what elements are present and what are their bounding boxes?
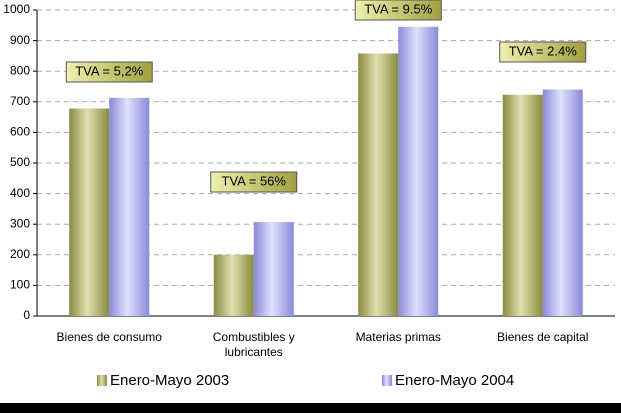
- bar: [69, 108, 110, 316]
- y-tick-label: 200: [10, 247, 30, 261]
- legend-label: Enero-Mayo 2004: [395, 372, 514, 389]
- annotation-text: TVA = 5,2%: [75, 63, 143, 78]
- annotation: TVA = 2.4%: [499, 41, 587, 63]
- annotation: TVA = 5,2%: [65, 61, 153, 83]
- y-tick-label: 1000: [3, 2, 30, 16]
- y-tick-label: 400: [10, 186, 30, 200]
- annotation-text: TVA = 56%: [222, 173, 287, 188]
- bar: [398, 26, 439, 317]
- footer-bar: [0, 403, 621, 413]
- bar: [502, 94, 543, 317]
- y-tick-label: 700: [10, 94, 30, 108]
- y-tick-label: 300: [10, 216, 30, 230]
- y-tick-label: 500: [10, 155, 30, 169]
- annotation-box: [65, 61, 153, 83]
- bar: [253, 222, 294, 316]
- annotation-text: TVA = 2.4%: [509, 43, 577, 58]
- annotation-box: [210, 171, 298, 193]
- x-tick-label: Bienes de consumo: [56, 330, 162, 344]
- annotation: TVA = 9.5%: [354, 0, 442, 21]
- y-tick-label: 900: [10, 33, 30, 47]
- y-tick-label: 600: [10, 125, 30, 139]
- legend-swatch: [382, 375, 392, 386]
- x-tick-label: Bienes de capital: [497, 330, 589, 344]
- x-tick-label: Combustibles y lubricantes: [212, 330, 295, 359]
- annotation-box: [499, 41, 587, 63]
- bar: [109, 97, 150, 317]
- annotation: TVA = 56%: [210, 171, 298, 193]
- bar: [542, 89, 583, 316]
- x-tick-label: Materias primas: [355, 330, 441, 344]
- annotation-text: TVA = 9.5%: [364, 1, 432, 16]
- y-tick-label: 100: [10, 278, 30, 292]
- y-tick-label: 800: [10, 63, 30, 77]
- bar: [213, 254, 254, 316]
- bar: [358, 53, 399, 317]
- legend-label: Enero-Mayo 2003: [110, 372, 229, 389]
- annotation-box: [354, 0, 442, 21]
- y-tick-label: 0: [23, 308, 30, 322]
- legend-swatch: [97, 375, 107, 386]
